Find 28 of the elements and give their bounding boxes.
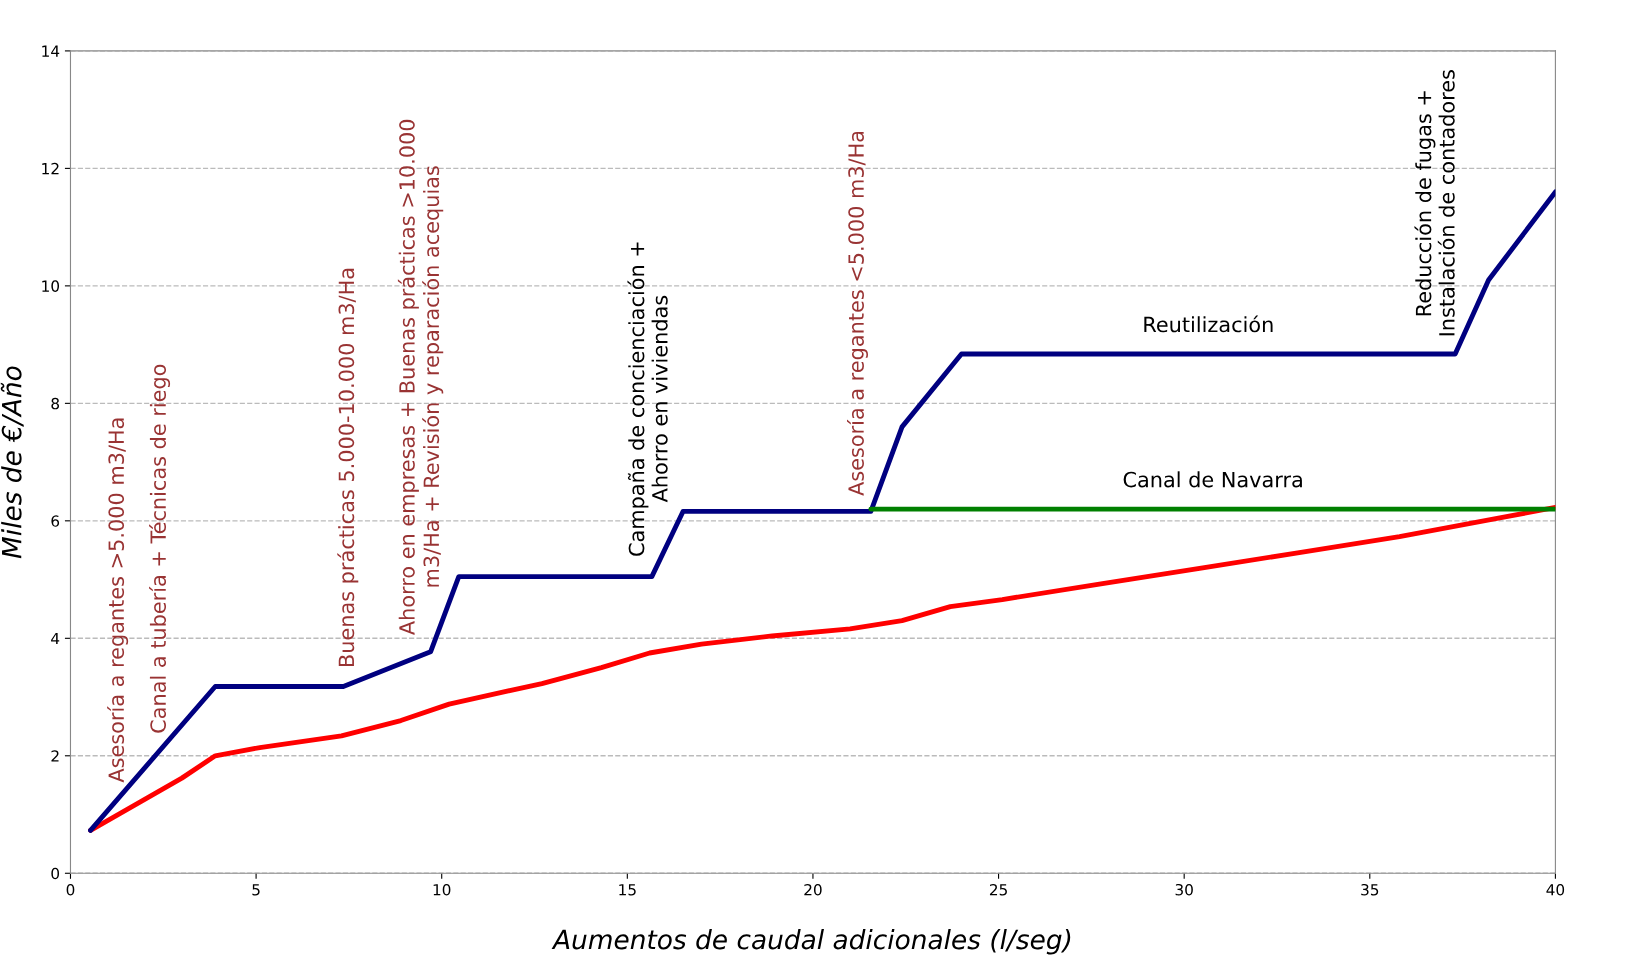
annotation: Asesoría a regantes >5.000 m3/Ha — [107, 418, 129, 783]
annotation: Asesoría a regantes <5.000 m3/Ha — [846, 131, 868, 496]
x-tick-label: 40 — [1546, 883, 1565, 896]
annotation: Ahorro en empresas + Buenas prácticas >10.000 m3/Ha + Revisión y reparación acequias — [397, 119, 444, 635]
x-tick-label: 5 — [252, 884, 260, 896]
y-tick-label: 8 — [51, 397, 60, 410]
series-label: Canal de Navarra — [1123, 471, 1302, 488]
y-tick-label: 14 — [42, 45, 60, 57]
series-label: Reutilización — [1144, 315, 1273, 333]
y-tick-label: 6 — [51, 515, 60, 527]
y-axis-title: Miles de €/Año — [0, 366, 24, 559]
y-tick-label: 12 — [42, 162, 59, 175]
x-tick-label: 20 — [804, 883, 822, 896]
x-tick-label: 30 — [1175, 883, 1193, 896]
y-tick-label: 4 — [51, 632, 60, 645]
annotation: Buenas prácticas 5.000-10.000 m3/Ha — [337, 268, 359, 666]
annotation: Campaña de concienciación + Ahorro en viviendas — [627, 242, 668, 556]
y-tick-label: 0 — [51, 867, 60, 880]
y-tick-label: 10 — [42, 280, 60, 292]
annotation: Canal a tubería + Técnicas de riego — [149, 364, 171, 733]
x-tick-label: 15 — [619, 884, 636, 896]
x-tick-label: 10 — [433, 883, 451, 896]
x-tick-label: 0 — [66, 883, 75, 896]
x-axis-title: Aumentos de caudal adicionales (l/seg) — [551, 929, 1071, 955]
y-tick-label: 2 — [51, 750, 59, 762]
annotation: Reducción de fugas + Instalación de contadores — [1414, 70, 1455, 336]
x-tick-label: 35 — [1361, 883, 1379, 896]
x-tick-label: 25 — [989, 883, 1007, 896]
